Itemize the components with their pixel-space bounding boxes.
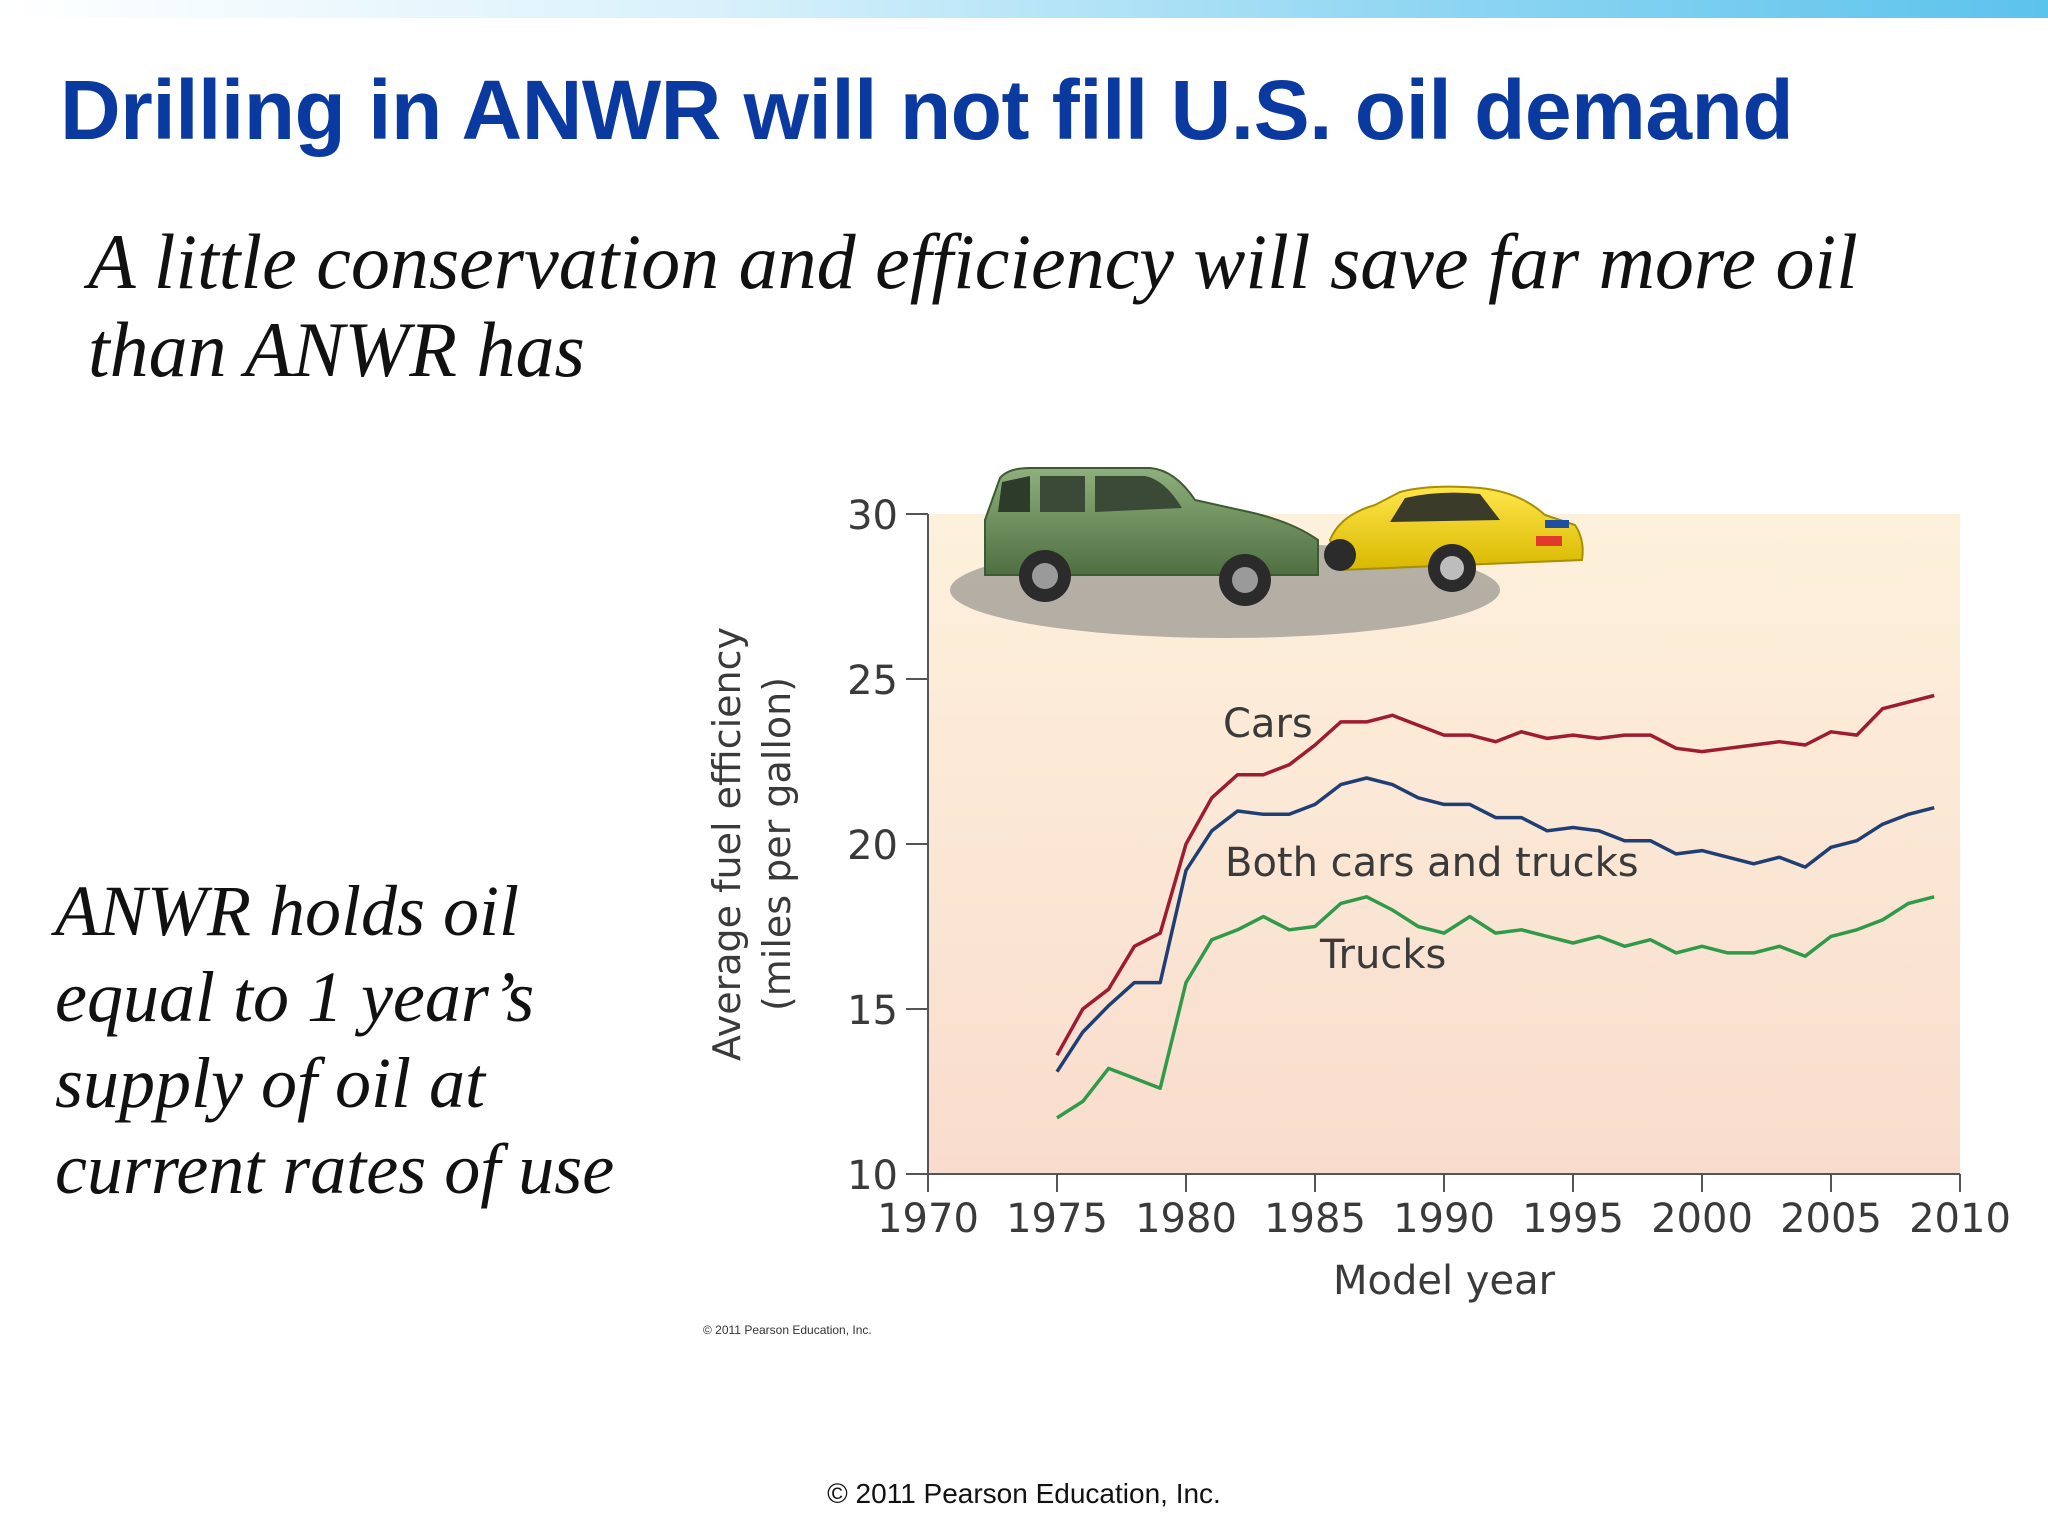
chart-copyright: © 2011 Pearson Education, Inc. — [703, 1323, 872, 1337]
side-note: ANWR holds oil equal to 1 year’s supply … — [55, 871, 615, 1209]
x-tick-label: 2005 — [1780, 1196, 1882, 1242]
vehicle-illustration — [950, 467, 1584, 638]
x-tick-label: 2000 — [1651, 1196, 1753, 1242]
y-axis-title-line2: (miles per gallon) — [755, 677, 799, 1011]
chart-labels: Model year Average fuel efficiency (miles … — [703, 627, 1639, 1337]
y-tick-label: 30 — [847, 493, 898, 539]
x-tick-label: 1995 — [1522, 1196, 1624, 1242]
x-tick-label: 1970 — [877, 1196, 979, 1242]
y-tick-label: 25 — [847, 658, 898, 704]
chart-axes: 10 15 20 25 30 1970 1975 1980 1985 1990 1995 2000 20… — [847, 493, 2011, 1242]
x-axis-title: Model year — [1333, 1258, 1556, 1304]
series-line-cars — [1055, 693, 1935, 1057]
series-line-trucks — [1056, 895, 1935, 1120]
chart-series — [1055, 693, 1935, 1120]
slide-subtitle: A little conservation and efficiency wil… — [88, 218, 1858, 393]
series-label-cars: Cars — [1223, 701, 1313, 747]
series-label-trucks: Trucks — [1319, 932, 1446, 978]
x-tick-label: 1990 — [1393, 1196, 1495, 1242]
y-tick-label: 20 — [847, 823, 898, 869]
x-tick-label: 1985 — [1264, 1196, 1366, 1242]
series-label-both-cars-and-trucks: Both cars and trucks — [1225, 840, 1639, 886]
x-tick-label: 2010 — [1909, 1196, 2011, 1242]
series-line-both-cars-and-trucks — [1055, 776, 1935, 1073]
y-tick-label: 15 — [847, 988, 898, 1034]
x-tick-label: 1975 — [1006, 1196, 1108, 1242]
top-accent-bar — [0, 0, 2048, 18]
x-tick-label: 1980 — [1135, 1196, 1237, 1242]
y-axis-title-line1: Average fuel efficiency — [705, 627, 749, 1061]
slide-title: Drilling in ANWR will not fill U.S. oil … — [60, 63, 1794, 157]
y-tick-label: 10 — [847, 1153, 898, 1199]
slide-footer: © 2011 Pearson Education, Inc. — [827, 1478, 1221, 1509]
